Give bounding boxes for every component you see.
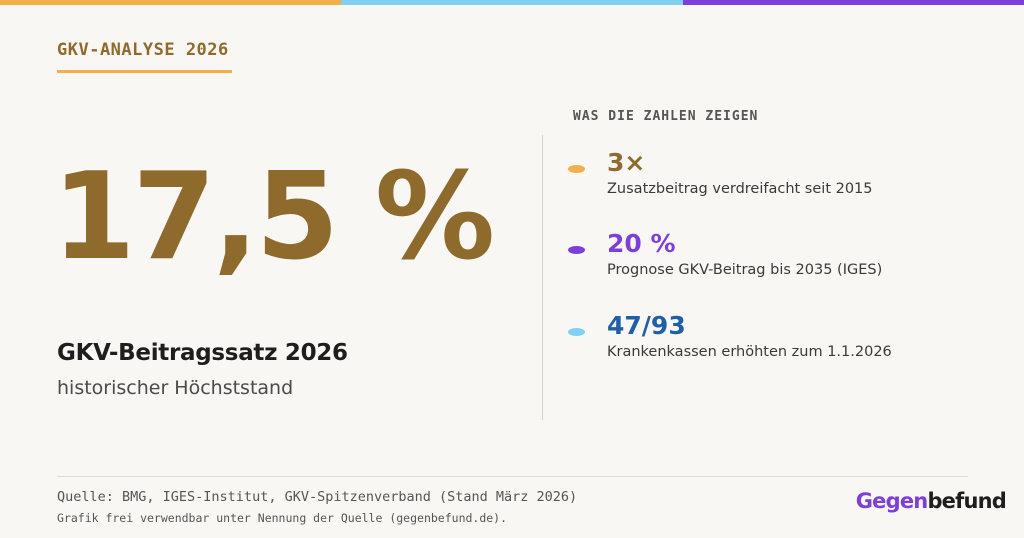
- footer-divider: [57, 476, 968, 477]
- hero-description: historischer Höchststand: [57, 377, 294, 399]
- stat-label: Krankenkassen erhöhten zum 1.1.2026: [607, 344, 892, 360]
- stat-value: 47/93: [607, 311, 686, 340]
- kicker-underline: [57, 70, 232, 73]
- brand-logo: Gegenbefund: [855, 489, 1007, 513]
- logo-part-befund: befund: [927, 489, 1006, 513]
- stat-label: Prognose GKV-Beitrag bis 2035 (IGES): [607, 262, 883, 278]
- source-text: Quelle: BMG, IGES-Institut, GKV-Spitzenv…: [57, 489, 578, 505]
- panel-heading: WAS DIE ZAHLEN ZEIGEN: [573, 109, 759, 124]
- stat-value: 20 %: [607, 229, 676, 258]
- top-bar-cyan-segment: [341, 0, 683, 5]
- stat-label: Zusatzbeitrag verdreifacht seit 2015: [607, 181, 873, 197]
- top-bar-purple-segment: [682, 0, 1024, 5]
- top-bar-orange-segment: [0, 0, 342, 5]
- logo-part-gegen: Gegen: [855, 489, 929, 513]
- hero-title: GKV-Beitragssatz 2026: [57, 340, 348, 366]
- bullet-dot-icon: [568, 328, 585, 336]
- stat-value: 3×: [607, 148, 646, 177]
- top-color-bar: [0, 0, 1024, 5]
- bullet-dot-icon: [568, 246, 585, 254]
- kicker-label: GKV-ANALYSE 2026: [57, 40, 229, 60]
- vertical-divider: [542, 135, 543, 420]
- bullet-dot-icon: [568, 165, 585, 173]
- hero-value: 17,5 %: [52, 148, 495, 287]
- usage-note: Grafik frei verwendbar unter Nennung der…: [57, 511, 508, 525]
